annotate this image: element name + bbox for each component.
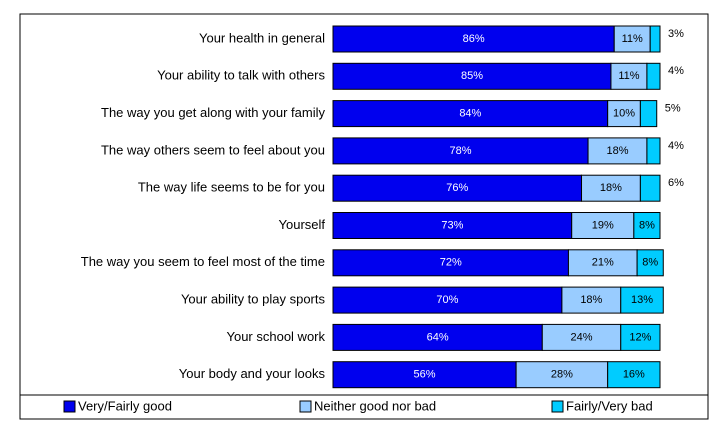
category-label: Your school work [226,329,325,344]
value-label: 18% [606,145,628,157]
bar-segment [620,323,661,351]
legend-swatch [551,400,564,413]
value-label: 84% [459,108,481,120]
bar-segment [567,249,638,277]
value-label: 78% [450,145,472,157]
category-label: Your ability to play sports [181,292,326,307]
bar-segment [639,174,661,202]
bar-segment [581,174,641,202]
bar-segment [607,100,641,128]
bar-segment [332,62,612,90]
bar-segment [639,100,658,128]
category-label: The way you seem to feel most of the tim… [81,254,325,269]
bar-segment [332,323,543,351]
bar-segment [332,212,573,239]
value-label: 21% [592,257,614,269]
bar-segment [332,361,517,389]
bar-segment [332,286,563,314]
bar-segment [620,286,664,314]
value-label: 73% [441,219,463,231]
value-label: 10% [613,108,635,120]
bar-segment [633,212,661,239]
legend-swatch [63,400,76,413]
value-label: 3% [668,28,684,40]
value-label: 72% [440,257,462,269]
value-label: 8% [639,219,655,231]
legend-swatch [299,400,312,413]
bar-segment [541,323,622,351]
category-label: The way life seems to be for you [138,180,325,195]
value-label: 56% [414,369,436,381]
value-label: 11% [618,70,639,82]
bar-segment [332,137,589,165]
bar-segment [646,62,661,90]
bar-segment [561,286,622,314]
bar-segment [332,25,615,53]
category-label: Your ability to talk with others [157,68,325,83]
value-label: 18% [580,294,602,306]
bar-segment [587,137,648,165]
value-label: 28% [551,369,573,381]
value-label: 85% [461,70,483,82]
category-label: Your body and your looks [179,366,326,381]
category-label: Yourself [279,217,326,232]
value-label: 5% [665,103,681,115]
bar-segment [646,137,661,165]
legend-frame [19,394,709,420]
category-label: The way others seem to feel about you [101,142,325,157]
bar-segment [332,100,609,128]
value-label: 4% [668,65,684,77]
value-label: 86% [463,33,485,45]
value-label: 19% [592,219,614,231]
bar-segment [332,249,569,277]
legend-label: Fairly/Very bad [566,398,653,413]
bar-segment [649,25,661,53]
bar-segment [636,249,664,277]
value-label: 18% [600,182,622,194]
value-label: 76% [446,182,468,194]
value-label: 8% [642,257,658,269]
bar-segment [607,361,661,389]
legend-label: Very/Fairly good [78,398,172,413]
value-label: 16% [623,369,645,381]
category-label: The way you get along with your family [101,105,325,120]
value-label: 70% [436,294,458,306]
value-label: 64% [427,331,449,343]
value-label: 24% [571,331,593,343]
value-label: 4% [668,140,684,152]
value-label: 12% [629,331,651,343]
legend-label: Neither good nor bad [314,398,436,413]
value-label: 13% [631,294,653,306]
bar-segment [571,212,635,239]
category-label: Your health in general [199,30,325,45]
value-label: 11% [622,33,643,45]
value-label: 6% [668,177,684,189]
bar-segment [610,62,648,90]
